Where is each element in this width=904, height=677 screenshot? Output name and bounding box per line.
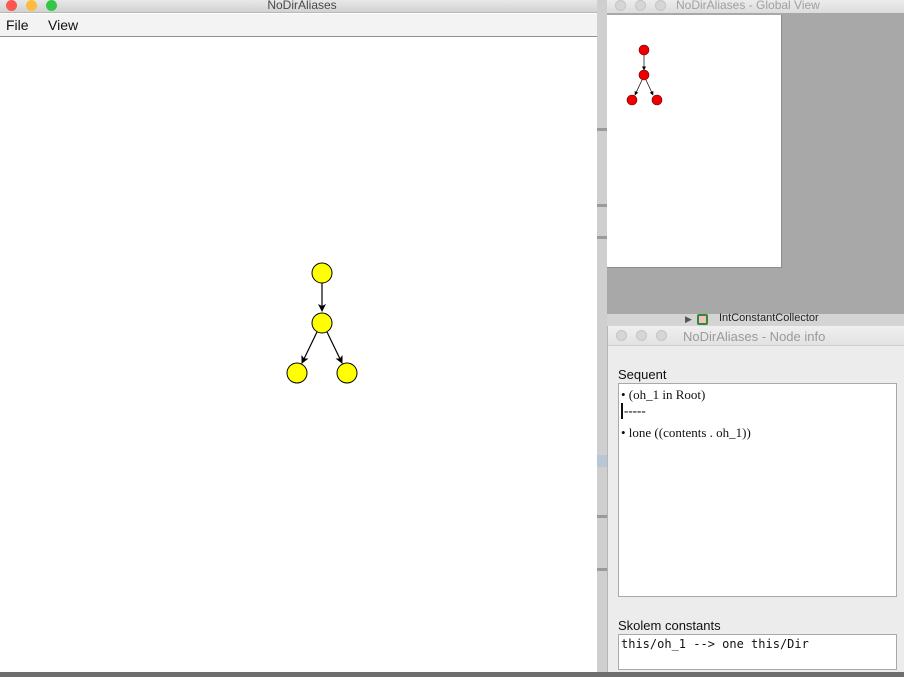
global-view-title: NoDirAliases - Global View [676,0,820,12]
sequent-text-area[interactable]: • (oh_1 in Root) ----- • lone ((contents… [618,383,897,597]
minimize-icon[interactable] [26,0,37,11]
overview-node [638,44,650,56]
background-tree-item[interactable]: IntConstantCollector [719,312,819,324]
minimize-icon[interactable] [635,0,646,11]
menu-view[interactable]: View [48,17,79,33]
background-divider [597,568,607,571]
global-view-canvas[interactable] [607,15,782,268]
overview-edge [634,79,643,96]
close-icon[interactable] [615,0,626,11]
sequent-succedent: • lone ((contents . oh_1)) [621,425,751,440]
sequent-antecedent: • (oh_1 in Root) [621,387,706,402]
node-info-titlebar[interactable]: NoDirAliases - Node info [608,326,904,346]
maximize-icon[interactable] [655,0,666,11]
class-icon [697,314,708,325]
background-divider [597,128,607,131]
close-icon[interactable] [6,0,17,11]
overview-node [638,69,650,81]
global-view-titlebar[interactable]: NoDirAliases - Global View [607,0,904,13]
maximize-icon[interactable] [656,330,667,341]
graph-node[interactable] [286,362,308,384]
graph-svg [286,262,358,384]
graph-node[interactable] [336,362,358,384]
sequent-label: Sequent [618,367,667,382]
background-divider [597,204,607,207]
minimize-icon[interactable] [636,330,647,341]
graph-canvas[interactable] [0,38,598,672]
overview-node [651,94,663,106]
sequent-separator: ----- [621,403,646,419]
window-title: NoDirAliases [267,0,337,12]
graph-edge [326,331,343,364]
graph-node[interactable] [311,312,333,334]
overview-graph-svg [626,44,663,106]
close-icon[interactable] [616,330,627,341]
skolem-constant: this/oh_1 --> one this/Dir [621,637,809,651]
background-divider [597,236,607,239]
maximize-icon[interactable] [46,0,57,11]
main-titlebar[interactable]: NoDirAliases [0,0,604,13]
global-view-window: NoDirAliases - Global View [607,0,904,314]
expand-arrow-icon[interactable]: ▶ [685,314,692,324]
main-window: NoDirAliases File View [0,0,604,672]
background-app-strip [597,0,607,672]
skolem-label: Skolem constants [618,618,721,633]
background-app-peek: ▶ IntConstantCollector [607,312,904,326]
overview-node [626,94,638,106]
overview-edge [645,79,654,96]
node-info-window: NoDirAliases - Node info Sequent • (oh_1… [607,326,904,672]
graph-node[interactable] [311,262,333,284]
node-info-title: NoDirAliases - Node info [683,329,826,344]
background-divider [597,515,607,518]
background-selection [597,455,607,467]
skolem-text-area[interactable]: this/oh_1 --> one this/Dir [618,634,897,670]
menu-bar: File View [0,14,604,37]
graph-edge [301,331,318,364]
menu-file[interactable]: File [6,17,29,33]
